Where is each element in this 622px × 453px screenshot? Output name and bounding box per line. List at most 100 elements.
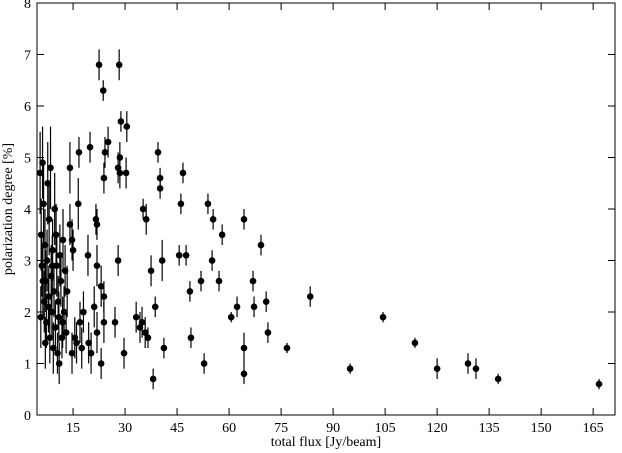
data-point [257,241,265,249]
data-point [54,298,62,306]
data-point [147,267,155,275]
data-point [433,365,441,372]
data-point [117,118,125,125]
data-point [52,231,60,239]
data-point [87,349,95,357]
data-point [51,205,58,213]
data-point [264,329,272,336]
data-point [86,143,94,151]
data-point [144,334,152,342]
data-point [111,319,119,326]
data-point [379,313,387,321]
x-tick-label: 135 [479,421,500,436]
y-tick-label: 0 [24,409,31,424]
data-point [177,200,185,208]
data-point [187,334,195,342]
y-tick-label: 7 [24,49,31,64]
data-point [55,360,63,367]
data-point [116,169,124,177]
data-point [158,257,166,264]
data-point [95,61,103,69]
data-point [104,138,112,146]
x-tick-label: 105 [375,421,396,436]
data-point [93,329,101,336]
data-point [93,221,101,228]
y-tick-label: 5 [24,152,31,167]
data-point [240,216,248,223]
data-point [115,61,123,69]
data-point [66,164,74,172]
data-point [136,324,144,331]
data-point [346,365,354,372]
data-point [132,313,140,321]
data-point [43,257,51,264]
data-point [40,200,47,208]
y-tick-label: 6 [24,100,31,115]
data-point [240,344,248,352]
data-point [75,149,83,156]
data-point [38,262,46,269]
data-point [464,360,472,367]
data-point [141,329,149,336]
y-tick-label: 2 [24,306,31,321]
data-point [45,216,53,223]
data-point [90,303,98,311]
data-point [186,288,194,295]
data-point [37,231,45,239]
data-point [99,87,107,94]
data-point [411,339,419,347]
data-point [84,252,92,259]
y-tick-label: 1 [24,358,31,373]
x-tick-label: 30 [118,421,132,436]
data-point [36,169,44,177]
data-point [494,375,502,383]
y-tick-label: 3 [24,255,31,270]
data-point [76,319,84,326]
data-point [100,319,108,326]
data-point [179,169,187,177]
data-point [39,277,47,285]
data-point [97,282,105,290]
data-point [175,252,183,259]
data-point [182,252,190,259]
data-point [240,370,248,378]
x-tick-label: 90 [326,421,340,436]
data-point [123,123,131,130]
data-point [80,308,87,316]
data-point [47,164,54,172]
x-tick-label: 45 [170,421,184,436]
data-point [149,375,157,383]
data-point [160,344,168,352]
data-point [45,293,53,300]
x-tick-label: 75 [274,421,288,436]
data-point [262,298,270,306]
data-point [233,303,241,311]
y-axis-label: polarization degree [%] [1,143,16,275]
data-point [101,149,109,156]
data-point [56,252,64,259]
data-point [68,236,76,244]
data-point [59,319,66,326]
data-point [59,236,67,244]
data-point [142,216,150,223]
data-point [204,200,212,208]
data-point [100,293,108,300]
data-point [306,293,314,300]
data-point [97,360,105,367]
data-point [93,262,101,269]
x-tick-label: 60 [222,421,236,436]
x-tick-label: 15 [66,421,80,436]
y-tick-label: 8 [24,0,31,12]
data-point [48,262,56,269]
data-point [218,231,226,239]
data-point [249,277,257,285]
data-point [154,149,162,156]
x-tick-label: 165 [583,421,604,436]
data-point [69,246,77,254]
data-point [92,216,100,223]
data-point [283,344,291,352]
data-point [55,313,63,321]
data-point [52,324,59,331]
y-tick-label: 4 [24,203,31,218]
